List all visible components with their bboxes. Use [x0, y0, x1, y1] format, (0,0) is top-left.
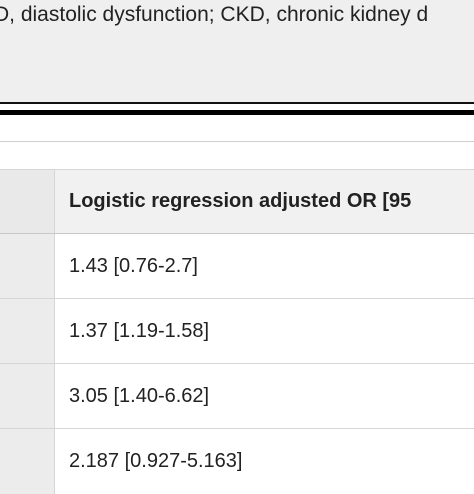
adjusted-or-value: 2.187 [0.927-5.163]	[69, 450, 243, 472]
row-label-cell	[0, 234, 55, 298]
table-header-row: Logistic regression adjusted OR [95	[0, 169, 474, 234]
table-row: 1.37 [1.19-1.58]	[0, 299, 474, 364]
table-caption: D, diastolic dysfunction; CKD, chronic k…	[0, 0, 474, 102]
header-label-cell	[0, 170, 55, 233]
caption-text: D, diastolic dysfunction; CKD, chronic k…	[0, 3, 429, 26]
adjusted-or-value: 3.05 [1.40-6.62]	[69, 384, 210, 407]
results-table: Logistic regression adjusted OR [95 1.43…	[0, 169, 474, 494]
caption-divider	[0, 102, 474, 104]
adjusted-or-value: 1.43 [0.76-2.7]	[69, 254, 198, 277]
table-row: 1.43 [0.76-2.7]	[0, 234, 474, 299]
adjusted-or-value: 1.37 [1.19-1.58]	[69, 319, 210, 342]
table-top-rule	[0, 110, 474, 115]
table-spacer-rule	[0, 141, 474, 142]
table-row: 2.187 [0.927-5.163]	[0, 429, 474, 494]
row-label-cell	[0, 429, 55, 494]
column-header-adjusted-or: Logistic regression adjusted OR [95	[69, 190, 412, 212]
table-row: 3.05 [1.40-6.62]	[0, 364, 474, 429]
row-label-cell	[0, 364, 55, 428]
row-label-cell	[0, 299, 55, 363]
